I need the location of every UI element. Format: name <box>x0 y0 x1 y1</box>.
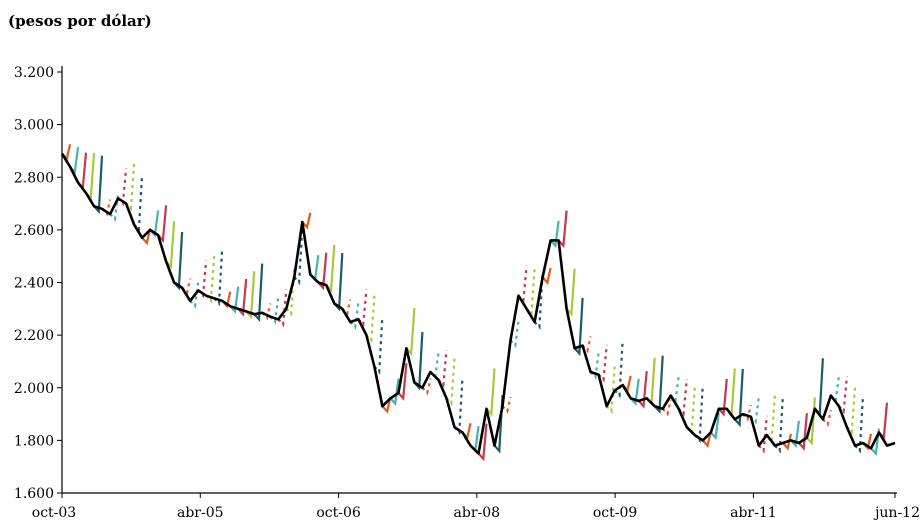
forecast-line <box>701 430 712 448</box>
forecast-line <box>685 387 696 436</box>
x-tick-label: oct-06 <box>316 505 361 521</box>
y-unit-label: (pesos por dólar) <box>8 12 152 30</box>
forecast-line <box>645 358 656 407</box>
y-tick-label: 2.000 <box>14 381 54 397</box>
forecast-line <box>501 396 512 414</box>
forecast-line <box>846 387 857 436</box>
forecast-line <box>549 220 560 249</box>
forecast-line <box>653 355 664 415</box>
forecast-line <box>373 316 384 375</box>
forecast-line <box>413 331 424 391</box>
axes: 3.200 3.000 2.800 2.600 2.400 2.200 2.000 1.800… <box>14 65 920 521</box>
forecast-line <box>782 433 792 451</box>
forecast-line <box>509 320 520 349</box>
y-tick-label: 2.800 <box>14 170 54 186</box>
x-tick-label: oct-03 <box>32 505 76 521</box>
forecast-line <box>477 423 488 462</box>
forecast-line <box>637 371 648 409</box>
forecast-line <box>253 263 264 322</box>
y-tick-label: 3.000 <box>14 118 54 134</box>
forecast-line <box>445 358 456 407</box>
actual-line <box>60 152 896 455</box>
forecast-line <box>822 409 832 427</box>
forecast-line <box>774 395 784 454</box>
forecast-line <box>301 212 312 230</box>
forecast-line <box>205 255 216 304</box>
forecast-line <box>541 267 552 285</box>
forecast-line <box>333 253 344 312</box>
forecast-line <box>405 308 416 357</box>
forecast-line <box>717 378 728 417</box>
forecast-line <box>573 297 584 357</box>
forecast-line <box>293 226 304 286</box>
forecast-line <box>93 155 104 215</box>
forecast-line <box>693 384 704 444</box>
x-tick-label: abr-11 <box>730 505 777 521</box>
forecast-line <box>133 174 144 233</box>
forecast-line <box>765 394 776 444</box>
forecast-line <box>565 268 576 317</box>
x-tick-label: abr-08 <box>454 505 501 521</box>
x-tick-label: abr-05 <box>177 505 224 521</box>
forecast-line <box>173 231 184 291</box>
forecast-line <box>389 378 400 406</box>
forecast-line <box>125 163 136 212</box>
y-tick-label: 2.200 <box>14 328 54 344</box>
y-tick-label: 2.600 <box>14 223 54 239</box>
x-tick-label: jun-12 <box>873 505 920 521</box>
forecast-line <box>725 368 736 417</box>
forecast-line <box>525 268 536 317</box>
forecast-line <box>453 376 464 436</box>
y-tick-label: 1.600 <box>14 486 54 502</box>
forecast-line <box>798 413 808 451</box>
forecast-line <box>661 399 672 417</box>
actual-series <box>60 152 896 455</box>
forecast-line <box>85 152 96 201</box>
y-tick-label: 2.400 <box>14 276 54 292</box>
forecast-line <box>854 395 865 454</box>
forecast-lines <box>61 144 889 462</box>
forecast-line <box>381 396 392 414</box>
forecast-line <box>277 289 288 328</box>
x-tick-label: oct-09 <box>593 505 637 521</box>
y-tick-label: 3.200 <box>14 65 54 81</box>
forecast-line <box>814 358 824 417</box>
forecast-line <box>245 271 256 320</box>
forecast-line <box>325 244 336 294</box>
forecast-line <box>557 210 568 249</box>
forecast-line <box>365 294 376 344</box>
forecast-line <box>397 363 408 401</box>
forecast-line <box>613 339 624 399</box>
forecast-line <box>709 412 720 441</box>
forecast-line <box>485 368 496 417</box>
forecast-line <box>421 378 432 396</box>
forecast-line <box>165 221 176 270</box>
forecast-line <box>141 228 152 246</box>
forecast-line <box>757 415 768 454</box>
forecast-line <box>605 365 616 415</box>
forecast-line <box>349 302 360 330</box>
forecast-line <box>733 368 744 428</box>
y-tick-label: 1.800 <box>14 433 54 449</box>
forecast-line <box>213 247 224 307</box>
